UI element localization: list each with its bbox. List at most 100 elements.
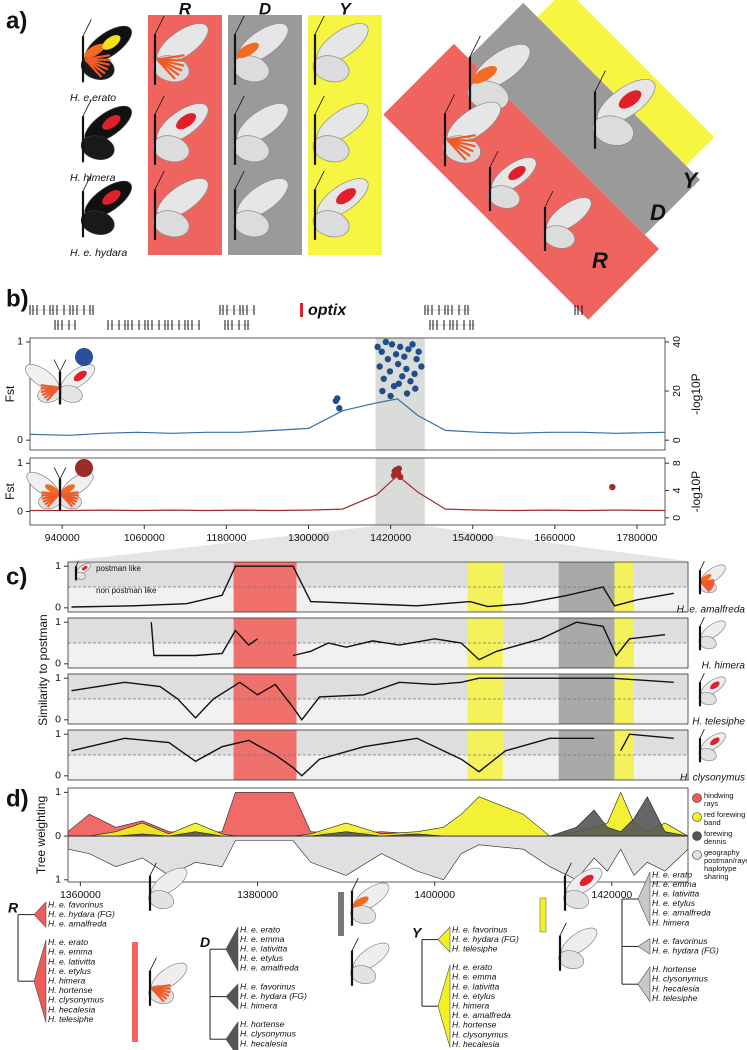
x-tick-label: 1400000 <box>414 889 455 901</box>
dennis-patch <box>236 42 259 59</box>
antenna <box>490 151 498 167</box>
legend-item: hindwing rays <box>704 792 734 808</box>
column-header: D <box>259 0 271 18</box>
tree-tip-label: H. hecalesia <box>652 983 700 993</box>
column-header: Y <box>339 0 352 18</box>
x-tick-label: 1060000 <box>124 532 165 544</box>
forewing-band <box>102 114 121 130</box>
tree-tip-label: H. hecalesia <box>452 1039 500 1049</box>
butterfly-icon <box>21 360 63 406</box>
y2-tick-label: 0 <box>671 437 683 443</box>
legend-swatch <box>692 850 702 860</box>
tree-tip-label: H. himera <box>48 975 85 985</box>
butterfly-icon <box>23 468 63 512</box>
plot-area <box>68 730 688 780</box>
hindwing <box>230 52 272 86</box>
hindwing <box>150 207 192 241</box>
butterfly-icon <box>464 36 537 115</box>
x-tick-label: 1380000 <box>237 889 278 901</box>
point <box>380 375 387 382</box>
forewing-band <box>81 565 88 571</box>
antenna <box>700 617 704 626</box>
tree-tip-label: H. e. etylus <box>240 953 284 963</box>
x-tick-label: 940000 <box>45 532 80 544</box>
point <box>384 355 392 363</box>
point <box>396 343 404 351</box>
antenna <box>54 360 60 372</box>
y-tick-label: 0 <box>17 505 23 517</box>
tree-tip-label: H. e. hydara (FG) <box>652 945 719 955</box>
tree-tip-label: H. e. etylus <box>652 898 696 908</box>
clade <box>637 871 651 927</box>
butterfly-icon <box>78 19 137 83</box>
phenotype-bar <box>539 897 547 933</box>
plot-border <box>67 617 689 669</box>
dennis-patch <box>60 484 75 494</box>
butterfly-icon <box>57 360 99 406</box>
antenna <box>60 468 66 480</box>
tree-tip-label: H. e. favorinus <box>48 899 104 909</box>
hindwing <box>230 207 272 241</box>
tree-tip-label: H. e. lativitta <box>48 956 96 966</box>
butterfly-icon <box>78 99 137 163</box>
antenna <box>470 36 480 57</box>
x-tick-label: 1300000 <box>288 532 329 544</box>
legend-swatch <box>692 831 702 841</box>
area <box>68 835 688 881</box>
tree-tip-label: H. hortense <box>48 985 93 995</box>
panel-label: b) <box>6 285 29 312</box>
y-tick-label: 1 <box>17 457 23 469</box>
point <box>411 370 418 378</box>
tree-tip-label: H. e. etylus <box>452 991 496 1001</box>
tree-label: Y <box>412 924 423 940</box>
butterfly-icon <box>541 191 597 252</box>
tree-tip-label: H. e. favorinus <box>240 981 296 991</box>
tree-tip-label: H. e. etylus <box>48 966 92 976</box>
antenna <box>235 171 244 189</box>
forewing-band <box>508 165 526 181</box>
tree-tip-label: H. e. hydara (FG) <box>240 991 307 1001</box>
hindwing <box>150 132 192 166</box>
butterfly-icon <box>78 174 137 238</box>
plot-border <box>67 673 689 725</box>
legend-swatch <box>692 812 702 822</box>
tree-tip-label: H. clysonymus <box>240 1029 297 1039</box>
tree-tip-label: H. e. erato <box>240 924 280 934</box>
hindwing <box>349 903 378 927</box>
y2-axis-title: -log10P <box>689 471 703 512</box>
antenna <box>54 468 60 480</box>
point <box>378 348 385 355</box>
tree-tip-label: H. hecalesia <box>48 1004 96 1014</box>
plot-area <box>68 562 688 612</box>
dennis-patch <box>471 66 498 84</box>
point <box>403 390 411 397</box>
legend-item: red forewing band <box>704 811 745 827</box>
point <box>390 382 398 390</box>
species-label: H. e. hydara <box>70 247 127 259</box>
antenna <box>445 94 455 113</box>
butterfly-icon <box>230 171 294 241</box>
legend-label: forewing dennis <box>704 830 733 846</box>
dennis-patch <box>45 484 60 494</box>
butterfly-icon <box>230 16 294 86</box>
diagram-label: D <box>650 200 666 225</box>
antenna <box>700 673 704 682</box>
point <box>334 395 341 402</box>
series-line <box>71 565 674 608</box>
y-tick-label: 0 <box>55 658 61 670</box>
tree-tip-label: H. e. hydara (FG) <box>452 934 519 944</box>
legend-label: geography postman/rayed haplotype sharin… <box>704 849 747 881</box>
x-tick-label: 1660000 <box>534 532 575 544</box>
y-axis-title: Tree weighting <box>34 796 48 874</box>
y-tick-label: 1 <box>55 786 61 798</box>
point <box>382 338 390 346</box>
point <box>387 392 394 400</box>
tree-tip-label: H. clysonymus <box>652 974 709 984</box>
tree-tip-label: H. e. amalfreda <box>48 918 107 928</box>
plot-border <box>67 729 689 781</box>
y-axis-title: Fst <box>3 385 17 402</box>
antenna <box>352 938 358 951</box>
point <box>412 385 419 392</box>
clade <box>637 965 651 1003</box>
y2-tick-label: 40 <box>671 336 683 348</box>
